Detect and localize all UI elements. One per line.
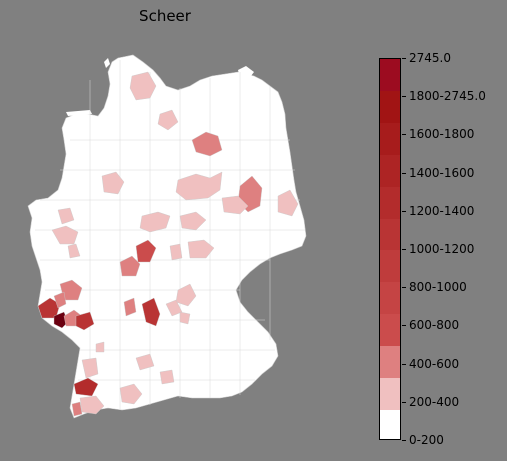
legend-label: 600-800 xyxy=(409,318,460,333)
legend-label: 0-200 xyxy=(409,433,444,447)
legend-label: 200-400 xyxy=(409,394,460,409)
legend-swatch xyxy=(380,154,400,187)
legend-tick xyxy=(402,440,406,441)
legend-label: 800-1000 xyxy=(409,280,467,295)
legend-colorbar xyxy=(379,58,401,440)
legend-label: 1800-2745.0 xyxy=(409,89,486,104)
legend-swatch xyxy=(380,409,400,439)
island-north xyxy=(104,58,110,68)
legend-tick xyxy=(402,325,406,327)
legend-tick xyxy=(402,58,406,59)
legend-tick xyxy=(402,210,406,212)
legend-tick xyxy=(402,249,406,250)
island-frisian xyxy=(66,110,92,116)
legend-tick xyxy=(402,134,406,136)
germany-map xyxy=(27,54,307,419)
legend-tick xyxy=(402,96,406,98)
legend-swatch xyxy=(380,345,400,378)
legend-tick xyxy=(402,363,406,365)
district-borders xyxy=(35,60,305,410)
legend-swatch xyxy=(380,250,400,283)
legend-swatch xyxy=(380,186,400,219)
highlighted-districts xyxy=(37,71,299,417)
legend-swatch xyxy=(380,281,400,315)
legend-label: 1600-1800 xyxy=(409,127,475,142)
map-title: Scheer xyxy=(139,7,191,25)
legend-label: 1400-1600 xyxy=(409,165,475,180)
legend-tick xyxy=(402,287,406,289)
legend-swatch xyxy=(380,377,400,410)
legend-swatch xyxy=(380,313,400,346)
legend-swatch xyxy=(380,122,400,155)
legend-tick xyxy=(402,172,406,174)
germany-outline xyxy=(27,54,307,419)
legend-label: 400-600 xyxy=(409,356,460,371)
island-east xyxy=(238,66,254,80)
legend-swatch xyxy=(380,218,400,251)
legend-label: 1000-1200 xyxy=(409,242,475,256)
legend-label: 2745.0 xyxy=(409,51,451,65)
legend-tick xyxy=(402,401,406,403)
legend-swatch xyxy=(380,59,400,92)
legend-swatch xyxy=(380,90,400,124)
legend-label: 1200-1400 xyxy=(409,203,475,218)
